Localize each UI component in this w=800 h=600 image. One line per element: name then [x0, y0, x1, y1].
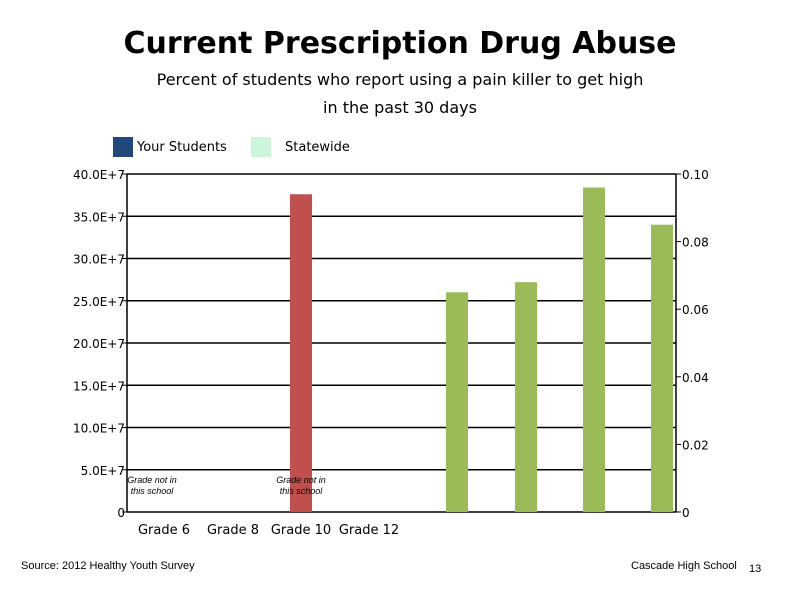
- legend-swatch-statewide: [251, 137, 271, 157]
- legend-label-your-students: Your Students: [137, 139, 227, 155]
- left-tick-label: 30.0E+7: [73, 253, 125, 267]
- right-tick-label: 0: [682, 506, 690, 520]
- category-label: Grade 12: [339, 523, 399, 538]
- bar: [290, 194, 312, 512]
- subtitle-line-1: Percent of students who report using a p…: [156, 70, 644, 89]
- legend-item-statewide: Statewide: [251, 137, 350, 157]
- subtitle-line-2: in the past 30 days: [323, 98, 477, 117]
- left-tick-label: 20.0E+7: [73, 337, 125, 351]
- legend-label-statewide: Statewide: [285, 139, 350, 155]
- school-name: Cascade High School: [631, 560, 737, 572]
- bar: [446, 292, 468, 512]
- left-tick-label: 15.0E+7: [73, 379, 125, 393]
- right-tick-label: 0.02: [682, 438, 709, 452]
- left-tick-label: 35.0E+7: [73, 210, 125, 224]
- right-tick-label: 0.04: [682, 371, 709, 385]
- category-label: Grade 6: [138, 523, 190, 538]
- annotation-line: this school: [280, 486, 324, 496]
- left-tick-label: 0: [117, 506, 125, 520]
- legend-item-your-students: Your Students: [113, 137, 227, 157]
- right-tick-label: 0.06: [682, 303, 709, 317]
- annotation-line: Grade not in: [127, 475, 177, 485]
- bar: [583, 187, 605, 512]
- chart-subtitle: Percent of students who report using a p…: [0, 66, 800, 122]
- annotation-line: this school: [131, 486, 175, 496]
- left-tick-label: 5.0E+7: [81, 464, 125, 478]
- bar: [651, 224, 673, 512]
- annotation-line: Grade not in: [276, 475, 326, 485]
- chart-title: Current Prescription Drug Abuse: [123, 26, 677, 61]
- category-label: Grade 8: [207, 523, 259, 538]
- left-tick-label: 40.0E+7: [73, 168, 125, 182]
- bar: [515, 282, 537, 512]
- right-tick-label: 0.10: [682, 168, 709, 182]
- left-tick-label: 10.0E+7: [73, 422, 125, 436]
- left-tick-label: 25.0E+7: [73, 295, 125, 309]
- source-note: Source: 2012 Healthy Youth Survey: [21, 560, 195, 572]
- legend-swatch-your-students: [113, 137, 133, 157]
- page-number: 13: [749, 563, 762, 575]
- category-label: Grade 10: [271, 523, 331, 538]
- right-tick-label: 0.08: [682, 236, 709, 250]
